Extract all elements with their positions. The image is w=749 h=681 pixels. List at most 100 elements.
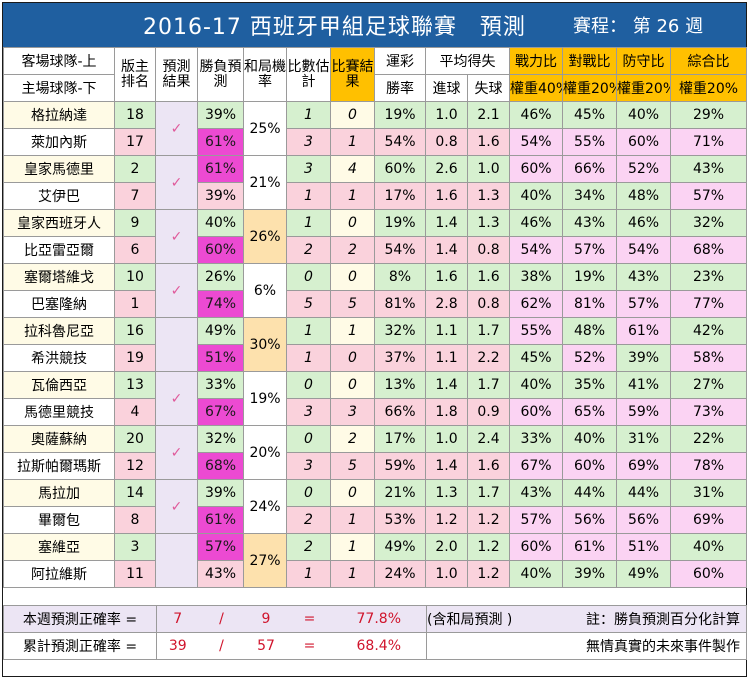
prediction-check-mark — [155, 317, 198, 372]
team-name: 阿拉維斯 — [3, 560, 115, 588]
score-estimate: 1 — [286, 101, 331, 129]
ratio-pw: 43% — [509, 479, 563, 507]
cumulative-hit-count: 39 — [156, 632, 199, 660]
avg-goals-for: 1.4 — [425, 209, 468, 237]
prediction-check-mark: ✓ — [155, 101, 198, 156]
ratio-def: 46% — [616, 209, 671, 237]
cumulative-accuracy-label: 累計預測正確率 = — [3, 632, 157, 660]
winloss-percent: 68% — [197, 452, 244, 480]
header-result: 比賽結果 — [330, 47, 375, 102]
ratio-ovr: 40% — [670, 533, 747, 561]
winloss-percent: 26% — [197, 263, 244, 291]
weekly-accuracy-percent: 77.8% — [331, 605, 428, 633]
avg-goals-against: 1.2 — [467, 560, 510, 588]
table-row: 畢爾包 8 61% 2 1 53% 1.2 1.2 57% 56% 56% 69% — [3, 506, 747, 534]
match-result: 0 — [330, 371, 375, 399]
team-name: 馬德里競技 — [3, 398, 115, 426]
team-name: 希洪競技 — [3, 344, 115, 372]
score-estimate: 2 — [286, 506, 331, 534]
ratio-pw: 60% — [509, 533, 563, 561]
table-row: 皇家馬德里 2 ✓ 61% 21% 3 4 60% 2.6 1.0 60% 66% 52% 43% — [3, 155, 747, 210]
ratio-pw: 45% — [509, 344, 563, 372]
lottery-win-rate: 21% — [374, 479, 426, 507]
ratio-h2h: 45% — [562, 101, 617, 129]
ratio-def: 54% — [616, 236, 671, 264]
winloss-percent: 60% — [197, 236, 244, 264]
ratio-pw: 46% — [509, 209, 563, 237]
table-row: 艾伊巴 7 39% 1 1 17% 1.6 1.3 40% 34% 48% 57% — [3, 182, 747, 210]
ratio-pw: 60% — [509, 155, 563, 183]
ratio-h2h: 52% — [562, 344, 617, 372]
match-result: 4 — [330, 155, 375, 183]
score-estimate: 3 — [286, 452, 331, 480]
cumulative-accuracy-percent: 68.4% — [331, 632, 428, 660]
lottery-win-rate: 19% — [374, 209, 426, 237]
match-result: 1 — [330, 128, 375, 156]
avg-goals-for: 2.0 — [425, 533, 468, 561]
match-result: 0 — [330, 479, 375, 507]
header-prediction: 預測結果 — [155, 47, 198, 102]
ratio-ovr: 60% — [670, 560, 747, 588]
score-estimate: 1 — [286, 209, 331, 237]
table-row: 比亞雷亞爾 6 60% 2 2 54% 1.4 0.8 54% 57% 54% 68% — [3, 236, 747, 264]
ratio-h2h: 65% — [562, 398, 617, 426]
avg-goals-against: 1.3 — [467, 182, 510, 210]
weekly-note: (含和局預測 ) — [426, 605, 511, 633]
lottery-win-rate: 24% — [374, 560, 426, 588]
table-row: 拉斯帕爾瑪斯 12 68% 3 5 59% 1.4 1.6 67% 60% 69% 78% — [3, 452, 747, 480]
lottery-win-rate: 19% — [374, 101, 426, 129]
table-row: 瓦倫西亞 13 ✓ 33% 19% 0 0 13% 1.4 1.7 40% 35% 41% 27% — [3, 371, 747, 426]
avg-goals-against: 1.0 — [467, 155, 510, 183]
header-lottery: 運彩 — [374, 47, 426, 75]
ratio-pw: 62% — [509, 290, 563, 318]
ratio-ovr: 29% — [670, 101, 747, 129]
ratio-ovr: 32% — [670, 209, 747, 237]
draw-probability: 30% — [243, 317, 287, 372]
ratio-ovr: 22% — [670, 425, 747, 453]
team-name: 巴塞隆納 — [3, 290, 115, 318]
team-rank: 7 — [114, 182, 156, 210]
prediction-check-mark: ✓ — [155, 479, 198, 534]
ratio-pw: 40% — [509, 371, 563, 399]
header-overall-weight: 權重20% — [670, 74, 747, 102]
table-row: 奧薩蘇納 20 ✓ 32% 20% 0 2 17% 1.0 2.4 33% 40% 31% 22% — [3, 425, 747, 480]
table-row: 皇家西班牙人 9 ✓ 40% 26% 1 0 19% 1.4 1.3 46% 43% 46% 32% — [3, 209, 747, 264]
header-power: 戰力比 — [509, 47, 563, 75]
header-away-team: 客場球隊-上 — [3, 47, 115, 75]
team-rank: 18 — [114, 101, 156, 129]
team-rank: 9 — [114, 209, 156, 237]
table-row: 馬拉加 14 ✓ 39% 24% 0 0 21% 1.3 1.7 43% 44% 44% 31% — [3, 479, 747, 534]
title-bar: 2016-17 西班牙甲組足球聯賽 預測 賽程： 第 26 週 — [3, 3, 746, 47]
avg-goals-against: 0.8 — [467, 290, 510, 318]
draw-probability: 25% — [243, 101, 287, 156]
avg-goals-for: 2.8 — [425, 290, 468, 318]
header-goals-against: 失球 — [467, 74, 510, 102]
ratio-def: 40% — [616, 101, 671, 129]
ratio-pw: 54% — [509, 128, 563, 156]
match-result: 1 — [330, 533, 375, 561]
team-name: 塞爾塔維戈 — [3, 263, 115, 291]
team-name: 瓦倫西亞 — [3, 371, 115, 399]
avg-goals-for: 2.6 — [425, 155, 468, 183]
avg-goals-for: 1.1 — [425, 317, 468, 345]
header-goals-for: 進球 — [425, 74, 468, 102]
avg-goals-for: 1.2 — [425, 506, 468, 534]
team-name: 萊加內斯 — [3, 128, 115, 156]
lottery-win-rate: 81% — [374, 290, 426, 318]
header-home-team: 主場球隊-下 — [3, 74, 115, 102]
team-rank: 1 — [114, 290, 156, 318]
table-row: 希洪競技 19 51% 1 0 37% 1.1 2.2 45% 52% 39% 58% — [3, 344, 747, 372]
team-name: 塞維亞 — [3, 533, 115, 561]
ratio-h2h: 57% — [562, 236, 617, 264]
header-rank: 版主排名 — [114, 47, 156, 102]
team-rank: 6 — [114, 236, 156, 264]
ratio-def: 52% — [616, 155, 671, 183]
table-row: 馬德里競技 4 67% 3 3 66% 1.8 0.9 60% 65% 59% 73% — [3, 398, 747, 426]
team-name: 拉科魯尼亞 — [3, 317, 115, 345]
ratio-h2h: 61% — [562, 533, 617, 561]
lottery-win-rate: 54% — [374, 128, 426, 156]
ratio-def: 69% — [616, 452, 671, 480]
lottery-win-rate: 66% — [374, 398, 426, 426]
winloss-percent: 39% — [197, 479, 244, 507]
table-row: 阿拉維斯 11 43% 1 1 24% 1.0 1.2 40% 39% 49% 60% — [3, 560, 747, 588]
